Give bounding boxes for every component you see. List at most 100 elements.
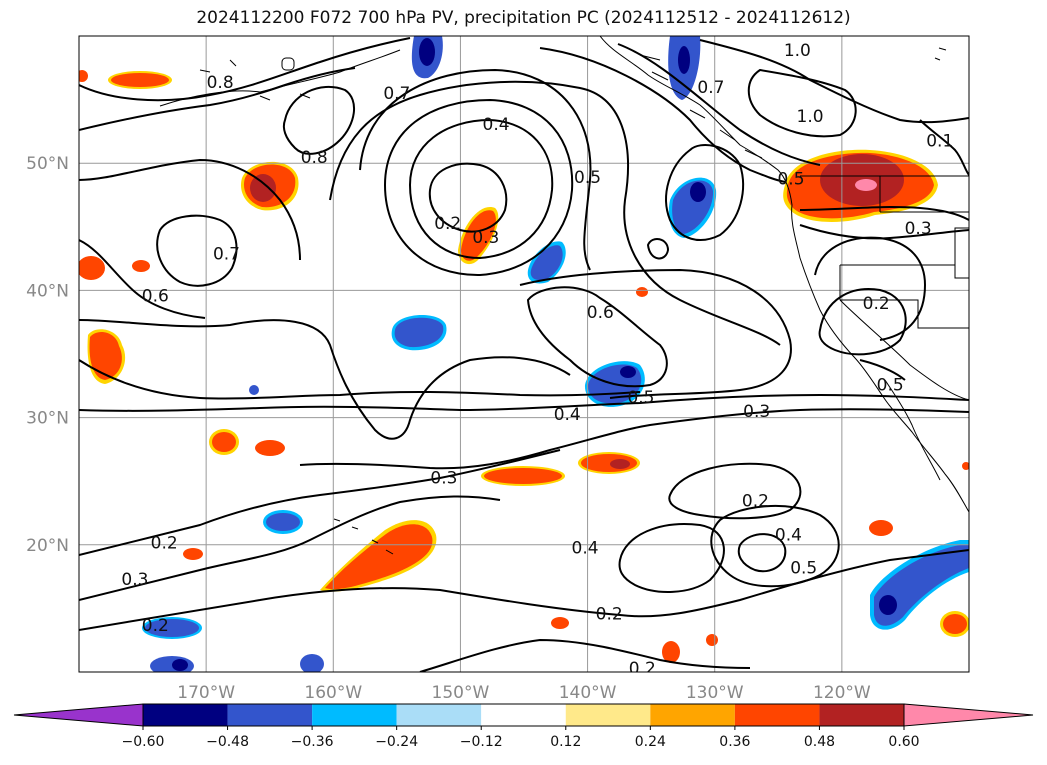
contour-label: 0.7 bbox=[213, 245, 240, 265]
precip-core bbox=[419, 38, 435, 66]
longitude-tick-label: 160°W bbox=[304, 683, 362, 703]
pv-contour bbox=[79, 549, 969, 631]
precip-blob bbox=[183, 548, 203, 560]
pv-contour bbox=[79, 393, 969, 412]
contour-label: 0.4 bbox=[775, 526, 802, 546]
colorbar-segment bbox=[650, 704, 735, 726]
contour-label: 0.2 bbox=[151, 533, 178, 553]
precip-blob bbox=[874, 545, 969, 626]
latitude-tick-label: 50°N bbox=[26, 154, 69, 174]
contour-label: 0.6 bbox=[587, 303, 614, 323]
precip-blob bbox=[943, 614, 967, 634]
north-america-coast bbox=[599, 36, 969, 513]
pv-contour bbox=[646, 238, 670, 260]
contour-label: 0.5 bbox=[574, 168, 601, 188]
pv-contour bbox=[519, 268, 792, 399]
colorbar-segment bbox=[312, 704, 397, 726]
pv-contour bbox=[737, 533, 787, 573]
contour-label: 0.3 bbox=[472, 228, 499, 248]
pv-contour bbox=[299, 408, 969, 470]
pv-contour bbox=[79, 319, 571, 440]
pv-contour bbox=[359, 68, 592, 271]
state-border-sw bbox=[839, 299, 969, 401]
precip-blob bbox=[79, 70, 88, 82]
pv-contour bbox=[665, 144, 744, 241]
precip-blob bbox=[111, 73, 169, 87]
precip-positive bbox=[79, 70, 969, 663]
contour-label: 0.3 bbox=[743, 402, 770, 422]
precip-blob bbox=[212, 432, 236, 452]
colorbar-segment bbox=[565, 704, 651, 726]
colorbar-segment bbox=[143, 704, 228, 726]
precip-blob bbox=[869, 520, 893, 536]
colorbar-tick-label: 0.48 bbox=[804, 734, 835, 750]
precip-blob bbox=[325, 524, 433, 590]
longitude-tick-label: 150°W bbox=[432, 683, 490, 703]
precip-blob bbox=[662, 641, 680, 663]
pv-contour bbox=[799, 206, 969, 221]
pv-contour bbox=[282, 85, 356, 155]
pv-contour bbox=[79, 37, 411, 102]
precipitation-field bbox=[79, 36, 969, 672]
pv-contour bbox=[526, 286, 668, 388]
contour-label: 1.0 bbox=[797, 107, 824, 127]
contour-label: 0.5 bbox=[777, 169, 804, 189]
precip-blob bbox=[484, 468, 562, 484]
precip-core bbox=[610, 459, 630, 469]
colorbar-segment bbox=[396, 704, 482, 726]
precip-blob bbox=[249, 385, 259, 395]
colorbar-extend-high bbox=[903, 703, 1034, 727]
pacific-island bbox=[281, 57, 295, 71]
hawaiian-islands bbox=[333, 518, 394, 555]
precip-blob bbox=[89, 331, 122, 380]
pv-contour bbox=[428, 162, 508, 233]
pv-contours bbox=[79, 37, 969, 672]
colorbar-tick-label: 0.60 bbox=[888, 734, 919, 750]
map-frame bbox=[78, 35, 970, 673]
figure-title: 2024112200 F072 700 hPa PV, precipitatio… bbox=[196, 8, 851, 28]
contour-label: 1.0 bbox=[784, 41, 811, 61]
precip-blob bbox=[636, 287, 648, 297]
longitude-tick-label: 140°W bbox=[559, 683, 617, 703]
colorbar-tick-label: −0.60 bbox=[122, 734, 165, 750]
coastline bbox=[159, 36, 969, 555]
pv-contour bbox=[79, 495, 501, 601]
pv-contour bbox=[618, 523, 725, 593]
colorbar-tick-label: 0.36 bbox=[719, 734, 750, 750]
pv-contour bbox=[79, 239, 206, 319]
precip-core bbox=[879, 595, 897, 615]
baja-peninsula bbox=[884, 379, 941, 481]
contour-label: 0.4 bbox=[483, 115, 510, 135]
pv-contour bbox=[859, 359, 906, 381]
pv-contour bbox=[539, 47, 786, 183]
precip-blob bbox=[132, 260, 150, 272]
longitude-labels: 170°W 160°W 150°W 140°W 130°W 120°W bbox=[177, 683, 871, 703]
pv-contour bbox=[79, 158, 301, 261]
precip-negative bbox=[142, 36, 969, 672]
contour-label: 0.4 bbox=[554, 405, 581, 425]
colorbar-segment bbox=[734, 704, 820, 726]
map-background bbox=[79, 36, 969, 672]
contour-label: 0.7 bbox=[383, 84, 410, 104]
contour-label: 0.8 bbox=[207, 73, 234, 93]
coastal-islands bbox=[639, 54, 763, 159]
precip-blob bbox=[461, 210, 496, 261]
aleutian-islets bbox=[199, 59, 311, 101]
longitude-tick-label: 120°W bbox=[813, 683, 871, 703]
precip-blob bbox=[706, 634, 718, 646]
pv-contour bbox=[419, 638, 751, 672]
precip-blob bbox=[530, 245, 563, 281]
coast-details bbox=[934, 47, 947, 61]
contour-label: 0.3 bbox=[430, 468, 457, 488]
contour-label: 0.5 bbox=[627, 388, 654, 408]
colorbar: −0.60 −0.48 −0.36 −0.24 −0.12 0.12 0.24 0.36 0.4… bbox=[13, 703, 1034, 750]
pv-contour bbox=[79, 449, 561, 556]
contour-label: 0.8 bbox=[301, 148, 328, 168]
precip-core bbox=[620, 366, 636, 378]
precip-blob bbox=[962, 462, 969, 470]
pv-contour bbox=[408, 118, 554, 260]
precip-blob bbox=[300, 654, 324, 672]
latitude-tick-label: 40°N bbox=[26, 281, 69, 301]
pv-contour bbox=[617, 43, 821, 166]
precip-blob bbox=[394, 317, 444, 348]
